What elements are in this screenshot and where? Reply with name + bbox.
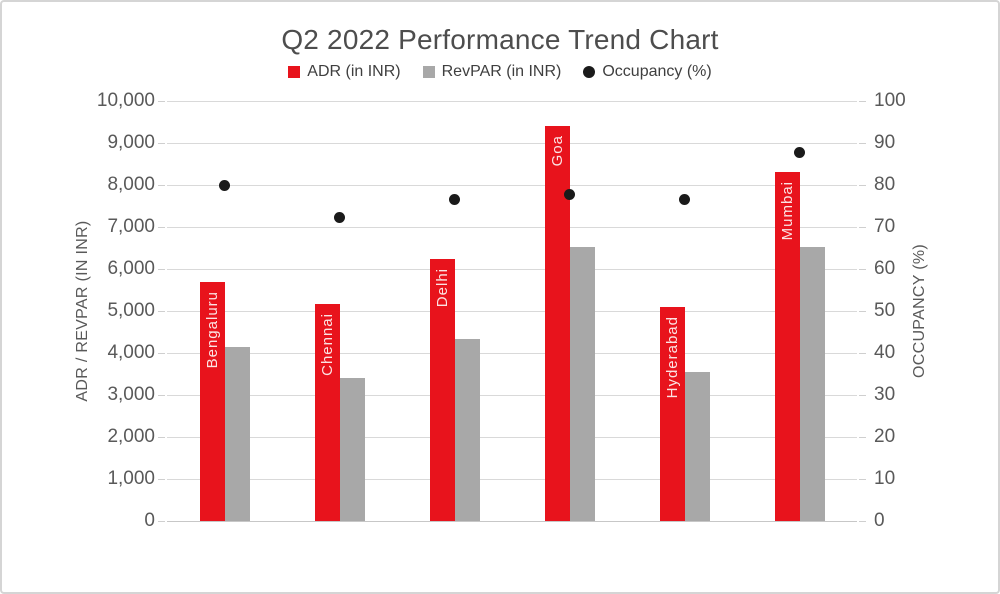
y-axis-left-tick-label: 9,000 [107,132,155,153]
legend-item-adr-in-inr: ADR (in INR) [288,63,401,81]
tick-mark-right [859,269,866,270]
bar-revpar-in-inr-mumbai [799,246,825,521]
dot-occupancy-mumbai [794,146,805,158]
tick-mark-right [859,521,866,522]
gridline [167,185,857,186]
bar-label-box-bengaluru: Bengaluru [200,282,225,521]
y-axis-right-tick-label: 0 [874,510,885,531]
tick-mark-right [859,101,866,102]
bar-label-mumbai: Mumbai [778,181,796,241]
bar-label-box-chennai: Chennai [315,304,340,521]
tick-mark-left [158,479,165,480]
y-axis-left-tick-label: 2,000 [107,426,155,447]
tick-mark-right [859,311,866,312]
y-axis-left-tick-label: 7,000 [107,216,155,237]
gridline [167,269,857,270]
tick-mark-left [158,353,165,354]
tick-mark-right [859,143,866,144]
tick-mark-left [158,185,165,186]
legend-label-revpar-in-inr: RevPAR (in INR) [441,63,562,80]
gridline [167,437,857,438]
bar-revpar-in-inr-hyderabad [684,371,710,521]
bar-adr-in-inr-hyderabad [659,306,685,521]
gridline [167,101,857,102]
bar-label-chennai: Chennai [318,312,336,376]
tick-mark-left [158,269,165,270]
tick-mark-left [158,101,165,102]
y-axis-left-tick-label: 4,000 [107,342,155,363]
dot-occupancy-delhi [449,193,460,205]
gridline [167,353,857,354]
plot-area: Bengaluru Chennai Delhi Goa Hyderabad Mumbai [167,101,857,522]
dot-occupancy-goa [564,188,575,200]
tick-mark-right [859,353,866,354]
bar-adr-in-inr-mumbai [774,172,800,521]
tick-mark-left [158,437,165,438]
gridline [167,311,857,312]
bar-revpar-in-inr-chennai [339,378,365,521]
y-axis-right-tick-label: 40 [874,342,896,363]
bar-adr-in-inr-bengaluru [199,281,225,521]
bar-label-box-hyderabad: Hyderabad [660,307,685,521]
y-axis-right-title: OCCUPANCY (%) [911,244,928,378]
gridline [167,227,857,228]
y-axis-left-tick-label: 5,000 [107,300,155,321]
legend-square-icon-revpar-in-inr [422,66,435,78]
y-axis-left-tick-label: 1,000 [107,468,155,489]
y-axis-right-tick-label: 70 [874,216,896,237]
bar-label-box-mumbai: Mumbai [775,172,800,521]
tick-mark-left [158,227,165,228]
bar-label-hyderabad: Hyderabad [663,315,681,399]
legend-item-revpar-in-inr: RevPAR (in INR) [422,63,562,81]
tick-mark-left [158,143,165,144]
y-axis-left-tick-label: 3,000 [107,384,155,405]
legend-circle-icon-occupancy [583,66,596,78]
legend-square-icon-adr-in-inr [288,66,301,78]
y-axis-right-tick-label: 50 [874,300,896,321]
y-axis-right-tick-label: 30 [874,384,896,405]
bar-revpar-in-inr-delhi [454,339,480,521]
gridline [167,479,857,480]
tick-mark-right [859,227,866,228]
y-axis-right-tick-label: 100 [874,90,906,111]
chart-legend: ADR (in INR) RevPAR (in INR) Occupancy (%) [2,63,998,81]
dot-occupancy-hyderabad [679,193,690,205]
y-axis-right-tick-label: 60 [874,258,896,279]
tick-mark-right [859,395,866,396]
tick-mark-left [158,395,165,396]
legend-label-occupancy: Occupancy (%) [602,63,712,80]
y-axis-left-tick-label: 0 [144,510,155,531]
y-axis-right-tick-label: 20 [874,426,896,447]
y-axis-left-tick-label: 10,000 [96,90,155,111]
chart-title: Q2 2022 Performance Trend Chart [281,24,719,55]
dot-occupancy-bengaluru [219,179,230,191]
dot-occupancy-chennai [334,212,345,224]
legend-label-adr-in-inr: ADR (in INR) [307,63,401,80]
bar-label-delhi: Delhi [433,267,451,307]
gridline [167,521,857,522]
gridline [167,395,857,396]
y-axis-left-tick-label: 8,000 [107,174,155,195]
tick-mark-right [859,185,866,186]
legend-item-occupancy: Occupancy (%) [583,63,712,81]
tick-mark-left [158,311,165,312]
y-axis-right-tick-label: 10 [874,468,896,489]
bar-adr-in-inr-delhi [429,258,455,521]
tick-mark-left [158,521,165,522]
bar-adr-in-inr-chennai [314,303,340,521]
y-axis-right-tick-label: 80 [874,174,896,195]
gridline [167,143,857,144]
bar-label-bengaluru: Bengaluru [203,290,221,368]
y-axis-right-tick-label: 90 [874,132,896,153]
y-axis-left-tick-label: 6,000 [107,258,155,279]
bar-revpar-in-inr-bengaluru [224,346,250,521]
bar-label-goa: Goa [548,135,566,167]
tick-mark-right [859,437,866,438]
bar-label-box-goa: Goa [545,126,570,521]
tick-mark-right [859,479,866,480]
bar-revpar-in-inr-goa [569,246,595,521]
bar-label-box-delhi: Delhi [430,259,455,522]
